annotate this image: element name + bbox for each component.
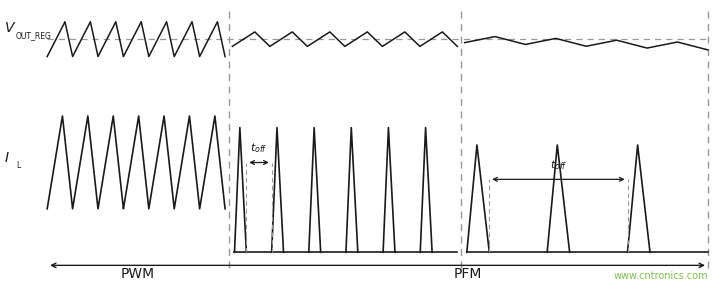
Text: OUT_REG: OUT_REG	[16, 31, 52, 40]
Text: PWM: PWM	[121, 267, 155, 281]
Text: PFM: PFM	[454, 267, 483, 281]
Text: $t_{off}$: $t_{off}$	[550, 158, 567, 172]
Text: L: L	[16, 161, 20, 170]
Text: $t_{off}$: $t_{off}$	[250, 142, 268, 155]
Text: www.cntronics.com: www.cntronics.com	[613, 271, 708, 281]
Text: $I$: $I$	[4, 151, 9, 165]
Text: $V$: $V$	[4, 21, 16, 35]
